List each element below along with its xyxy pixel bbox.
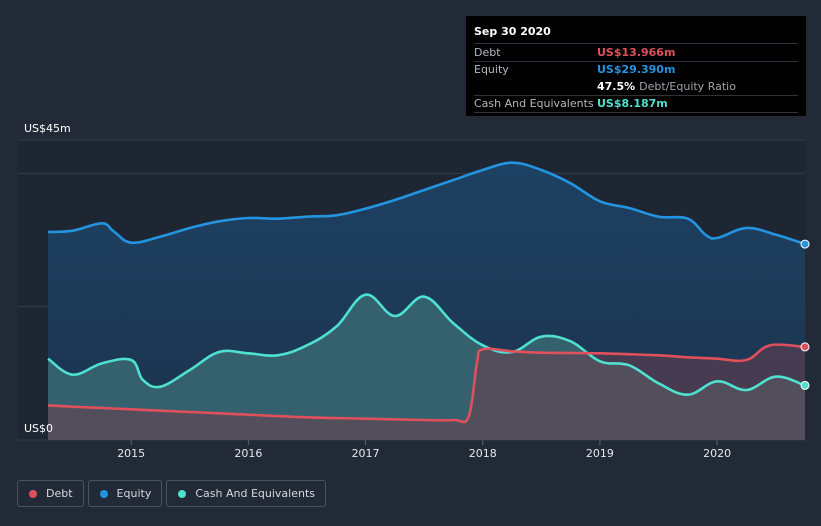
debt-dot-icon bbox=[29, 489, 37, 498]
x-tick-label-2017: 2017 bbox=[352, 447, 380, 460]
tooltip-ratio-value: 47.5% bbox=[597, 79, 636, 93]
cash-dot-icon bbox=[178, 489, 187, 498]
x-axis-ticks: 2015 2016 2017 2018 2019 2020 bbox=[117, 440, 731, 460]
tooltip-equity-value: US$29.390m bbox=[597, 63, 676, 77]
legend-item-cash[interactable]: Cash And Equivalents bbox=[166, 480, 326, 507]
legend-cash-label: Cash And Equivalents bbox=[195, 487, 315, 500]
legend-item-equity[interactable]: Equity bbox=[87, 480, 163, 507]
chart-legend: Debt Equity Cash And Equivalents bbox=[17, 480, 326, 507]
debt-endpoint bbox=[800, 342, 810, 352]
legend-equity-label: Equity bbox=[116, 487, 152, 500]
equity-dot-icon bbox=[99, 489, 108, 498]
equity-endpoint bbox=[800, 239, 810, 249]
tooltip-row-cash: Cash And Equivalents US$8.187m bbox=[474, 94, 798, 113]
y-axis-top-label: US$45m bbox=[24, 122, 71, 135]
x-tick-label-2019: 2019 bbox=[586, 447, 614, 460]
tooltip-date: Sep 30 2020 bbox=[474, 25, 551, 38]
tooltip-ratio-label: Debt/Equity Ratio bbox=[639, 79, 736, 93]
debt-line bbox=[47, 343, 806, 424]
x-tick-label-2020: 2020 bbox=[703, 447, 731, 460]
y-axis-bottom-label: US$0 bbox=[24, 422, 53, 435]
debt-area bbox=[48, 344, 805, 440]
tooltip-debt-value: US$13.966m bbox=[597, 45, 676, 59]
equity-line bbox=[47, 161, 806, 246]
tooltip-cash-value: US$8.187m bbox=[597, 97, 668, 111]
tooltip-row-ratio: 47.5% Debt/Equity Ratio bbox=[474, 78, 798, 95]
x-tick-label-2015: 2015 bbox=[117, 447, 145, 460]
tooltip-debt-label: Debt bbox=[474, 45, 501, 59]
series-areas bbox=[48, 162, 805, 440]
cash-and-equivalents-line bbox=[47, 293, 806, 396]
series-lines bbox=[47, 161, 806, 424]
data-tooltip: Sep 30 2020 Debt US$13.966m Equity US$29… bbox=[466, 16, 806, 116]
x-tick-label-2018: 2018 bbox=[469, 447, 497, 460]
legend-debt-label: Debt bbox=[46, 487, 73, 500]
tooltip-cash-label: Cash And Equivalents bbox=[474, 97, 594, 111]
tooltip-equity-label: Equity bbox=[474, 63, 509, 77]
series-endpoints bbox=[800, 239, 810, 390]
legend-item-debt[interactable]: Debt bbox=[17, 480, 84, 507]
cash-and-equivalents-endpoint bbox=[800, 380, 810, 390]
tooltip-row-equity: Equity US$29.390m bbox=[474, 60, 798, 79]
x-tick-label-2016: 2016 bbox=[234, 447, 262, 460]
tooltip-row-debt: Debt US$13.966m bbox=[474, 43, 798, 61]
